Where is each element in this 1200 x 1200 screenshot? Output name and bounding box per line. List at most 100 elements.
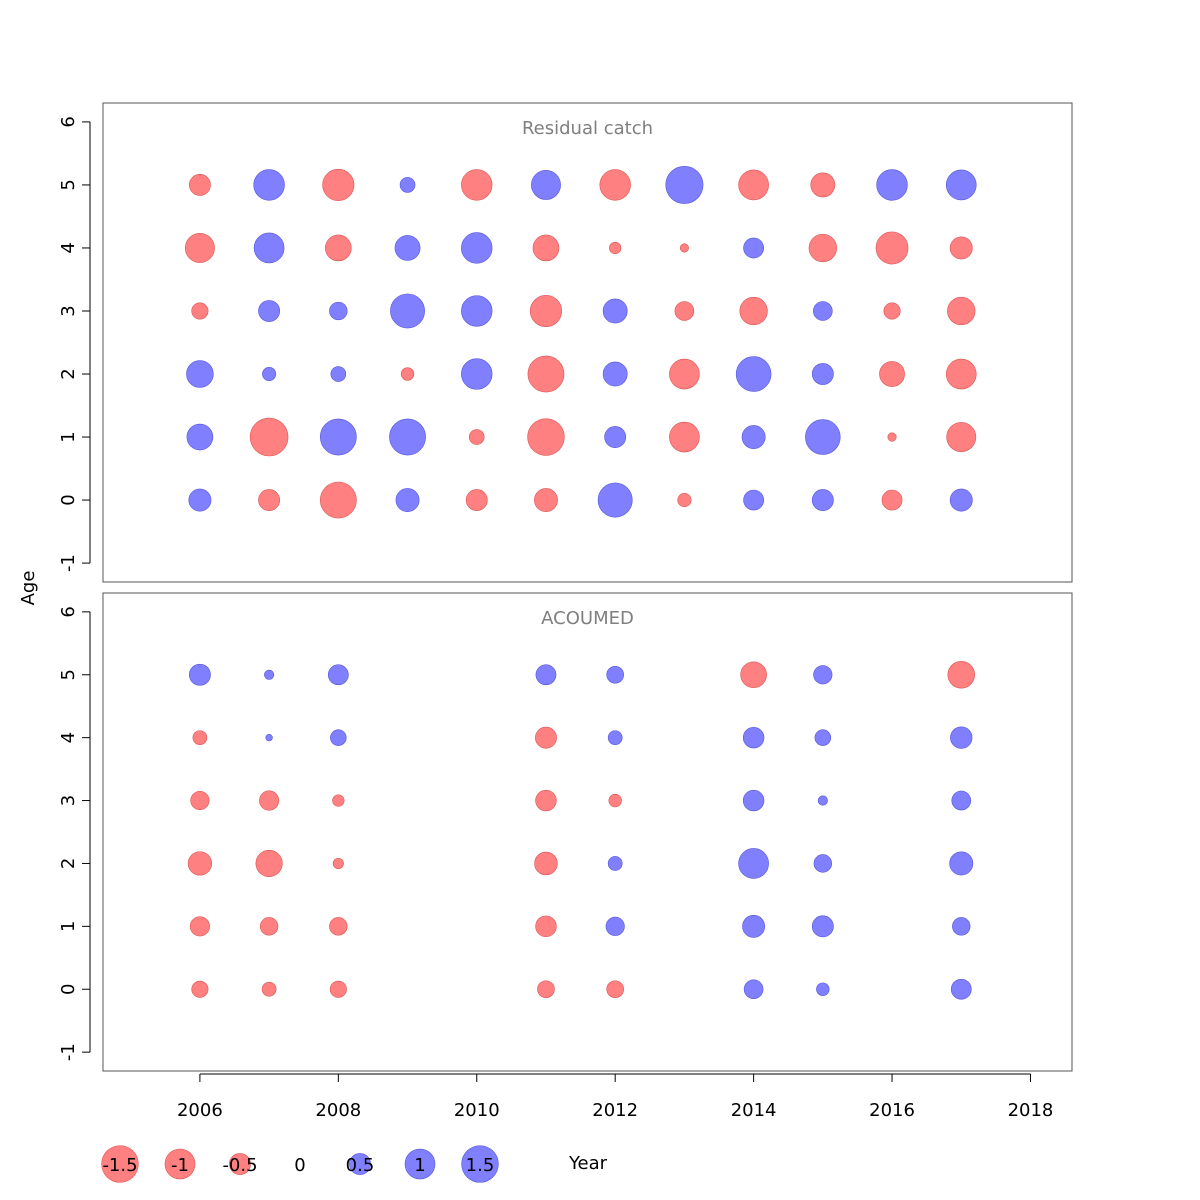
bubble-2015-age-0 [816, 982, 830, 996]
bubble-2011-age-1 [527, 418, 565, 456]
bubble-2017-age-2 [949, 851, 974, 876]
bubble-2007-age-5 [264, 669, 275, 680]
bubble-2008-age-2 [330, 366, 347, 382]
bubble-2009-age-1 [389, 418, 426, 456]
y-tick-label: 2 [58, 858, 79, 869]
bubble-2015-age-1 [805, 419, 841, 455]
x-tick-label: 2008 [315, 1100, 361, 1121]
bubble-2011-age-3 [535, 789, 557, 812]
bubble-2015-age-1 [811, 915, 834, 938]
bubble-2011-age-0 [537, 980, 555, 999]
bubble-2012-age-3 [608, 793, 622, 808]
legend-item: -1.5 [101, 1145, 139, 1183]
bubble-2007-age-0 [258, 489, 281, 511]
bubble-2006-age-2 [187, 851, 213, 876]
bubble-2008-age-4 [325, 234, 352, 262]
bubble-2006-age-0 [188, 488, 212, 512]
bubble-2017-age-3 [951, 790, 972, 811]
bubble-2006-age-4 [192, 730, 208, 745]
x-tick-label: 2018 [1008, 1100, 1054, 1121]
bubble-2015-age-0 [811, 489, 834, 511]
x-tick-label: 2012 [592, 1100, 638, 1121]
bubble-2006-age-4 [184, 233, 215, 263]
x-tick-label: 2006 [177, 1100, 223, 1121]
bubble-2012-age-3 [602, 298, 628, 324]
bubble-2010-age-4 [461, 232, 493, 264]
y-tick-label: 0 [58, 984, 79, 995]
bubble-2014-age-0 [743, 979, 764, 1000]
bubble-2007-age-5 [253, 169, 285, 201]
y-tick-label: 1 [58, 921, 79, 932]
bubble-2015-age-3 [813, 301, 833, 321]
y-axis: -1 0 1 2 3 4 5 6 [58, 606, 91, 1061]
bubble-2008-age-0 [319, 481, 357, 519]
panel-2: ACOUMED -1 0 1 2 3 4 5 6 [58, 592, 1073, 1072]
bubble-2014-age-5 [740, 661, 767, 689]
bubble-2015-age-5 [813, 665, 833, 685]
y-tick-label: 4 [58, 242, 79, 253]
bubble-2015-age-3 [817, 795, 828, 806]
bubble-2006-age-3 [190, 791, 210, 811]
legend-bubble [164, 1148, 196, 1180]
bubble-2008-age-3 [329, 301, 348, 321]
bubble-2016-age-2 [879, 361, 905, 387]
y-tick-label: 2 [58, 368, 79, 379]
bubble-2017-age-5 [947, 661, 975, 689]
bubble-2011-age-4 [535, 726, 557, 749]
bubble-2017-age-1 [946, 422, 977, 452]
bubble-2017-age-5 [945, 169, 977, 201]
legend-label: -1.5 [102, 1155, 137, 1176]
bubble-2012-age-5 [606, 665, 624, 684]
bubble-2010-age-0 [465, 489, 488, 511]
bubble-2007-age-3 [259, 790, 280, 811]
bubble-2014-age-3 [742, 789, 765, 812]
bubble-2012-age-5 [599, 169, 631, 201]
legend-bubble [229, 1153, 251, 1175]
bubble-2009-age-3 [390, 293, 425, 329]
y-tick-label: 1 [58, 431, 79, 442]
legend-bubble [461, 1145, 499, 1183]
bubble-2007-age-4 [265, 734, 273, 742]
bubble-2015-age-4 [808, 233, 837, 263]
legend-label: 1.5 [466, 1155, 495, 1176]
bubble-2008-age-5 [327, 664, 349, 686]
bubble-2006-age-0 [191, 980, 209, 998]
bubble-2008-age-1 [319, 418, 357, 456]
bubble-2017-age-0 [949, 488, 973, 512]
y-tick-label: 0 [58, 494, 79, 505]
bubble-2016-age-3 [883, 302, 901, 320]
bubble-2013-age-0 [677, 493, 692, 508]
bubble-2014-age-3 [739, 296, 768, 326]
bubble-2014-age-1 [742, 914, 766, 938]
plot-frame [102, 592, 1073, 1072]
bubble-2009-age-0 [395, 488, 420, 512]
bubble-2006-age-5 [188, 663, 211, 686]
panel-1: Residual catch -1 0 1 2 3 4 5 6 [58, 102, 1073, 583]
bubble-2008-age-1 [329, 917, 348, 936]
y-axis-title: Age [18, 571, 39, 606]
bubble-2008-age-5 [322, 168, 355, 201]
bubble-2013-age-1 [669, 421, 700, 453]
bubble-2011-age-3 [529, 294, 563, 328]
bubble-2012-age-1 [605, 916, 625, 936]
bubble-2013-age-2 [669, 358, 700, 390]
bubble-2011-age-2 [534, 851, 558, 876]
legend-bubble [404, 1148, 436, 1180]
bubble-2016-age-1 [887, 432, 897, 442]
legend-item: -1 [164, 1148, 196, 1180]
bubble-2017-age-4 [949, 236, 973, 260]
bubble-2011-age-5 [531, 170, 561, 200]
legend-label: 0.5 [346, 1155, 375, 1176]
bubble-2013-age-3 [674, 301, 695, 321]
bubble-2015-age-4 [814, 729, 832, 746]
x-tick-label: 2016 [869, 1100, 915, 1121]
bubble-2007-age-4 [253, 232, 285, 264]
legend: -1.5 -1 -0.5 0 0.5 1 1.5 [101, 1145, 499, 1183]
legend-item: 1 [404, 1148, 436, 1180]
legend-label: 0 [294, 1155, 305, 1176]
bubble-2012-age-0 [597, 482, 633, 518]
y-tick-label: 3 [58, 795, 79, 806]
bubble-2017-age-3 [947, 296, 976, 326]
legend-item: 0.5 [346, 1153, 375, 1176]
bubble-2009-age-5 [399, 177, 416, 193]
